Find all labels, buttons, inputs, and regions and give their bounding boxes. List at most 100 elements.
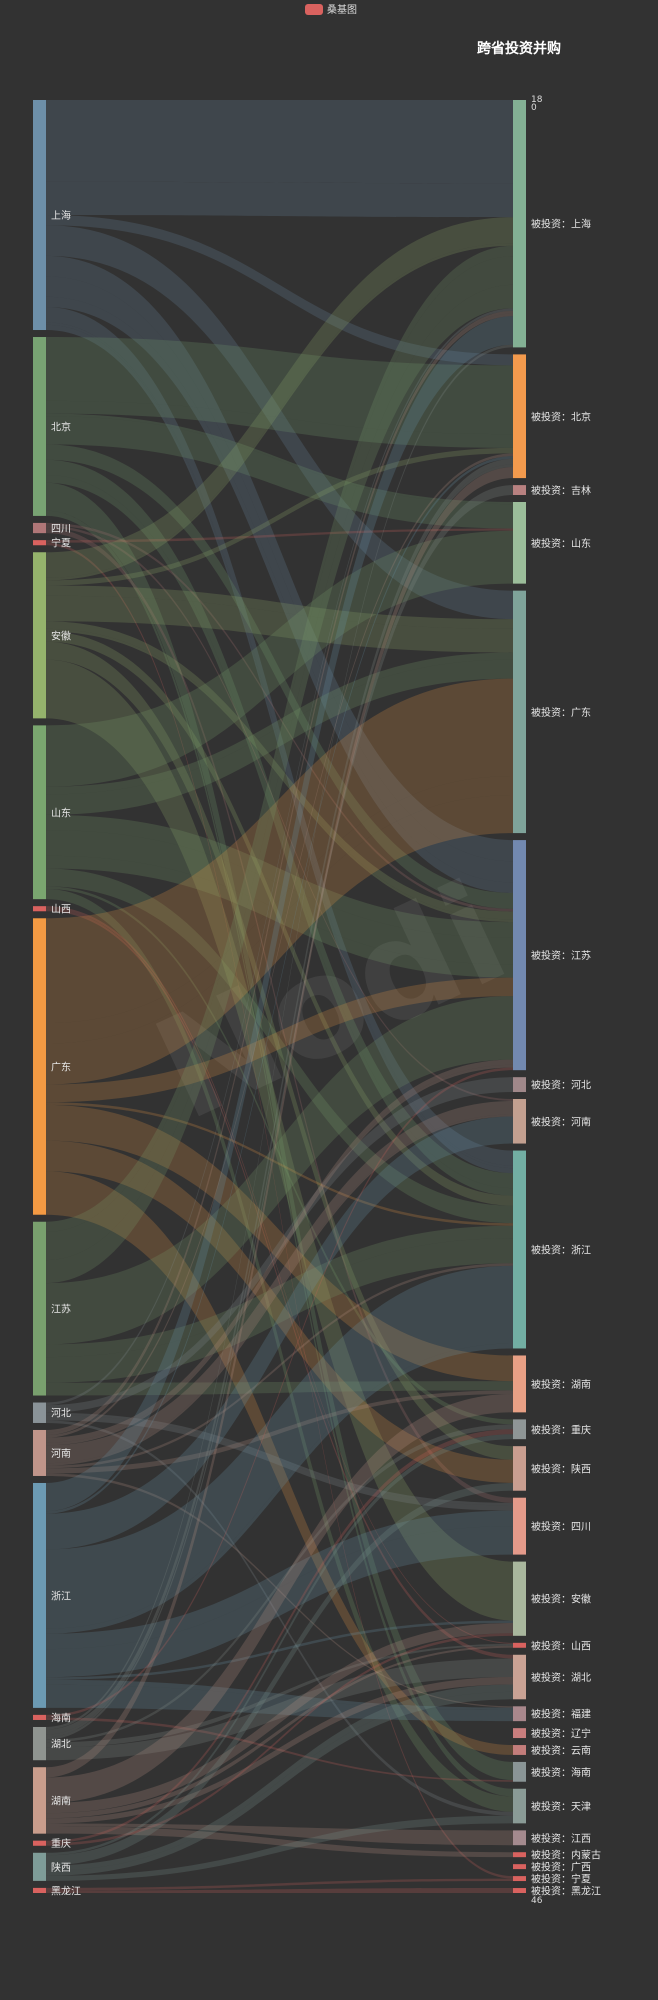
sankey-link[interactable] bbox=[46, 1620, 513, 1680]
sankey-link[interactable] bbox=[46, 1100, 513, 1464]
target-node[interactable] bbox=[513, 1497, 526, 1555]
target-node[interactable] bbox=[513, 485, 526, 495]
target-node[interactable] bbox=[513, 1446, 526, 1491]
source-node[interactable] bbox=[33, 1767, 46, 1834]
sankey-link[interactable] bbox=[46, 1171, 513, 1755]
target-node[interactable] bbox=[513, 354, 526, 479]
target-node[interactable] bbox=[513, 840, 526, 1071]
sankey-link[interactable] bbox=[46, 528, 513, 1503]
source-node[interactable] bbox=[33, 1714, 46, 1720]
sankey-link[interactable] bbox=[46, 1658, 513, 1761]
sankey-link[interactable] bbox=[46, 585, 513, 629]
target-node[interactable] bbox=[513, 1642, 526, 1648]
sankey-link[interactable] bbox=[46, 1420, 513, 1816]
target-node[interactable] bbox=[513, 1654, 526, 1700]
source-node[interactable] bbox=[33, 1840, 46, 1846]
sankey-link[interactable] bbox=[46, 522, 513, 912]
sankey-link[interactable] bbox=[46, 1238, 513, 1383]
sankey-link[interactable] bbox=[46, 1684, 513, 1871]
sankey-link[interactable] bbox=[46, 621, 513, 920]
sankey-link[interactable] bbox=[46, 1225, 513, 1358]
sankey-link[interactable] bbox=[46, 1825, 513, 1858]
sankey-link[interactable] bbox=[46, 255, 513, 862]
sankey-link[interactable] bbox=[46, 1114, 513, 1466]
sankey-link[interactable] bbox=[46, 217, 513, 578]
legend[interactable]: 桑基图 bbox=[305, 3, 357, 16]
sankey-link[interactable] bbox=[46, 1343, 513, 1634]
source-node[interactable] bbox=[33, 522, 46, 534]
target-node[interactable] bbox=[513, 1761, 526, 1782]
sankey-link[interactable] bbox=[46, 1429, 513, 1844]
sankey-link[interactable] bbox=[46, 795, 513, 1085]
sankey-link[interactable] bbox=[46, 324, 513, 1174]
sankey-link[interactable] bbox=[46, 482, 513, 1781]
sankey-link[interactable] bbox=[46, 181, 513, 218]
source-node[interactable] bbox=[33, 1221, 46, 1396]
sankey-link[interactable] bbox=[46, 447, 513, 586]
target-node[interactable] bbox=[513, 1077, 526, 1093]
legend-swatch[interactable] bbox=[305, 4, 323, 15]
sankey-link[interactable] bbox=[46, 1265, 513, 1629]
sankey-link[interactable] bbox=[46, 1077, 513, 1413]
sankey-link[interactable] bbox=[46, 652, 513, 795]
sankey-link[interactable] bbox=[46, 1140, 513, 1483]
source-node[interactable] bbox=[33, 100, 46, 331]
target-node[interactable] bbox=[513, 1745, 526, 1755]
sankey-link[interactable] bbox=[46, 215, 513, 366]
sankey-link[interactable] bbox=[46, 628, 513, 923]
sankey-link[interactable] bbox=[46, 337, 513, 435]
sankey-link[interactable] bbox=[46, 868, 513, 1224]
sankey-link[interactable] bbox=[46, 1415, 513, 1511]
sankey-link[interactable] bbox=[46, 631, 513, 1206]
target-node[interactable] bbox=[513, 1099, 526, 1144]
sankey-link[interactable] bbox=[46, 510, 513, 1797]
sankey-link[interactable] bbox=[46, 1434, 513, 1856]
sankey-link[interactable] bbox=[46, 413, 513, 505]
source-node[interactable] bbox=[33, 1726, 46, 1761]
sankey-link[interactable] bbox=[46, 322, 513, 1169]
sankey-link[interactable] bbox=[46, 530, 513, 787]
source-node[interactable] bbox=[33, 552, 46, 719]
target-node[interactable] bbox=[513, 590, 526, 834]
sankey-link[interactable] bbox=[46, 225, 513, 620]
sankey-link[interactable] bbox=[46, 100, 513, 184]
sankey-link[interactable] bbox=[46, 1482, 513, 1866]
target-node[interactable] bbox=[513, 1830, 526, 1846]
sankey-link[interactable] bbox=[46, 906, 513, 1644]
sankey-link[interactable] bbox=[46, 1067, 513, 1718]
sankey-link[interactable] bbox=[46, 659, 513, 815]
sankey-link[interactable] bbox=[46, 1104, 513, 1382]
source-node[interactable] bbox=[33, 1852, 46, 1881]
sankey-link[interactable] bbox=[46, 1059, 513, 1443]
sankey-link[interactable] bbox=[46, 855, 513, 978]
sankey-link[interactable] bbox=[46, 243, 513, 581]
sankey-link[interactable] bbox=[46, 1717, 513, 1782]
sankey-link[interactable] bbox=[46, 1064, 513, 1446]
source-node[interactable] bbox=[33, 918, 46, 1215]
sankey-link[interactable] bbox=[46, 316, 513, 1512]
sankey-link[interactable] bbox=[46, 908, 513, 1659]
sankey-link[interactable] bbox=[46, 1623, 513, 1814]
sankey-link[interactable] bbox=[46, 1102, 513, 1226]
sankey-link[interactable] bbox=[46, 595, 513, 653]
sankey-link[interactable] bbox=[46, 996, 513, 1345]
target-node[interactable] bbox=[513, 1888, 526, 1893]
sankey-link[interactable] bbox=[46, 1510, 513, 1650]
sankey-link[interactable] bbox=[46, 525, 513, 1101]
source-node[interactable] bbox=[33, 1402, 46, 1423]
sankey-link[interactable] bbox=[46, 444, 513, 909]
sankey-link[interactable] bbox=[46, 310, 513, 1433]
sankey-link[interactable] bbox=[46, 830, 513, 965]
sankey-link[interactable] bbox=[46, 453, 513, 1438]
sankey-link[interactable] bbox=[46, 1633, 513, 1846]
sankey-link[interactable] bbox=[46, 542, 513, 1879]
sankey-link[interactable] bbox=[46, 678, 513, 1024]
sankey-link[interactable] bbox=[46, 459, 513, 1189]
sankey-link[interactable] bbox=[46, 977, 513, 1103]
sankey-link[interactable] bbox=[46, 308, 513, 1406]
sankey-link[interactable] bbox=[46, 296, 513, 893]
sankey-link[interactable] bbox=[46, 1888, 513, 1893]
target-node[interactable] bbox=[513, 100, 526, 348]
source-node[interactable] bbox=[33, 725, 46, 900]
sankey-link[interactable] bbox=[46, 256, 513, 1261]
